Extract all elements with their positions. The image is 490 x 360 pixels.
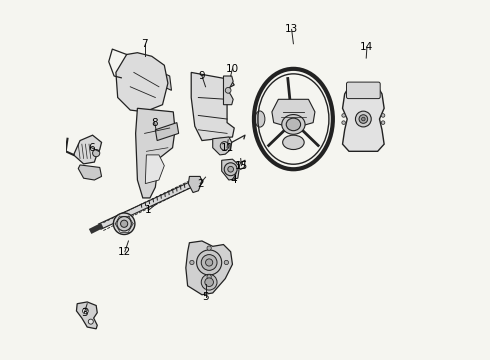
Polygon shape <box>186 241 232 295</box>
Circle shape <box>117 217 131 231</box>
Ellipse shape <box>282 114 305 134</box>
Circle shape <box>237 161 240 165</box>
Text: 7: 7 <box>141 39 148 49</box>
Circle shape <box>201 255 217 270</box>
Text: 5: 5 <box>202 292 209 302</box>
Ellipse shape <box>283 135 304 149</box>
Text: 2: 2 <box>197 179 203 189</box>
Circle shape <box>205 259 213 266</box>
Text: 1: 1 <box>145 206 151 216</box>
Polygon shape <box>213 137 232 155</box>
Circle shape <box>381 121 385 125</box>
Circle shape <box>207 275 211 279</box>
Text: 3: 3 <box>81 308 88 318</box>
Text: 8: 8 <box>151 118 158 128</box>
Circle shape <box>113 213 135 234</box>
Circle shape <box>359 115 368 123</box>
Text: 13: 13 <box>285 24 298 35</box>
Circle shape <box>220 141 229 150</box>
Polygon shape <box>98 181 194 229</box>
Polygon shape <box>221 159 240 180</box>
Text: 4: 4 <box>231 175 238 185</box>
Text: 9: 9 <box>198 71 205 81</box>
Circle shape <box>224 163 237 176</box>
Circle shape <box>224 260 228 265</box>
Polygon shape <box>136 108 175 198</box>
Polygon shape <box>150 67 172 90</box>
Circle shape <box>225 87 231 93</box>
FancyBboxPatch shape <box>346 82 380 99</box>
Text: 12: 12 <box>118 247 131 257</box>
Circle shape <box>196 250 221 275</box>
Polygon shape <box>78 165 101 180</box>
Text: 14: 14 <box>360 42 373 52</box>
Polygon shape <box>191 72 234 140</box>
Text: 6: 6 <box>88 143 95 153</box>
Polygon shape <box>116 53 168 112</box>
Circle shape <box>362 117 365 121</box>
Circle shape <box>342 121 345 125</box>
Ellipse shape <box>255 111 265 127</box>
Circle shape <box>342 114 345 117</box>
Polygon shape <box>343 87 384 151</box>
Circle shape <box>205 278 214 287</box>
Circle shape <box>88 319 93 324</box>
Polygon shape <box>188 176 202 193</box>
Circle shape <box>207 246 211 250</box>
Circle shape <box>355 111 371 127</box>
Polygon shape <box>76 302 97 329</box>
Text: 15: 15 <box>235 161 248 171</box>
Polygon shape <box>223 76 233 105</box>
Text: 10: 10 <box>226 64 239 74</box>
Polygon shape <box>146 155 164 184</box>
Circle shape <box>190 260 194 265</box>
Polygon shape <box>272 99 315 126</box>
Polygon shape <box>74 135 101 164</box>
Polygon shape <box>155 123 179 140</box>
Circle shape <box>82 308 88 314</box>
Text: 11: 11 <box>220 143 234 153</box>
Ellipse shape <box>286 118 300 131</box>
Circle shape <box>121 220 128 227</box>
Circle shape <box>381 114 385 117</box>
Circle shape <box>201 274 217 290</box>
Circle shape <box>228 166 234 172</box>
Circle shape <box>93 149 100 157</box>
